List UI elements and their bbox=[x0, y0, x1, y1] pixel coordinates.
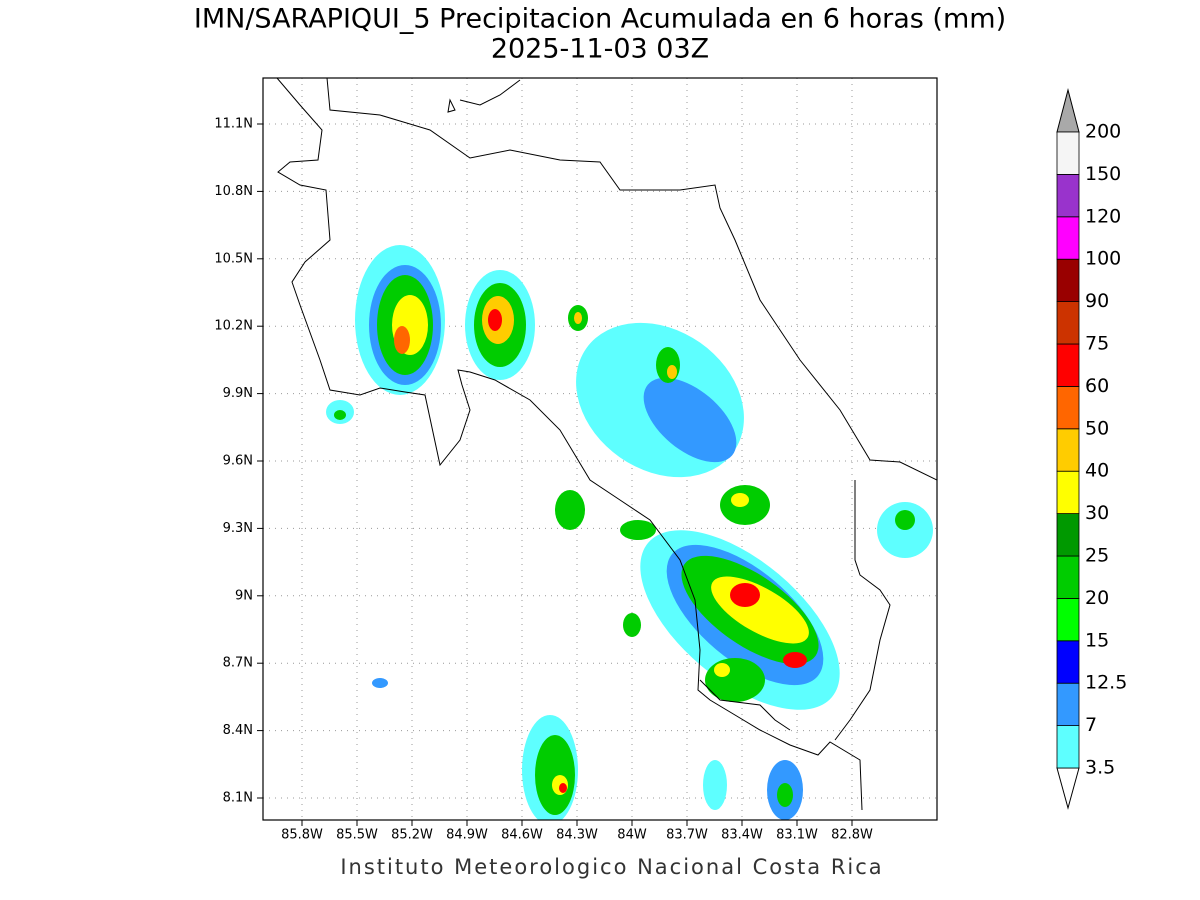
colorbar-label: 75 bbox=[1085, 333, 1109, 355]
lat-label: 8.4N bbox=[223, 723, 253, 738]
colorbar-box bbox=[1056, 682, 1080, 727]
rain-cell bbox=[372, 502, 933, 820]
lon-label: 83.7W bbox=[666, 828, 708, 843]
lat-label: 8.7N bbox=[223, 656, 253, 671]
colorbar-box bbox=[1056, 598, 1080, 642]
rain-cell bbox=[326, 245, 445, 424]
colorbar-label: 50 bbox=[1085, 417, 1109, 439]
colorbar-box bbox=[1056, 725, 1080, 769]
colorbar-box bbox=[1056, 640, 1080, 684]
colorbar: 3.5 7 12.5 15 20 25 30 40 50 60 75 90 100 120 150 200 bbox=[1056, 88, 1127, 810]
colorbar-box bbox=[1056, 216, 1080, 260]
colorbar-label: 120 bbox=[1085, 205, 1121, 227]
colorbar-under bbox=[1056, 767, 1080, 810]
colorbar-box bbox=[1056, 513, 1080, 557]
subtitle: 2025-11-03 03Z bbox=[491, 34, 709, 65]
lon-label: 84.3W bbox=[556, 828, 598, 843]
lon-label: 85.5W bbox=[336, 828, 378, 843]
colorbar-box bbox=[1056, 343, 1080, 387]
lat-label: 9.3N bbox=[223, 521, 253, 536]
rain-cell bbox=[465, 270, 535, 380]
title: IMN/SARAPIQUI_5 Precipitacion Acumulada … bbox=[194, 4, 1006, 35]
colorbar-box bbox=[1056, 258, 1080, 303]
lat-label: 11.1N bbox=[214, 117, 253, 132]
lon-label: 82.8W bbox=[831, 828, 873, 843]
colorbar-box bbox=[1056, 173, 1080, 218]
lat-label: 9.9N bbox=[223, 386, 253, 401]
colorbar-label: 30 bbox=[1085, 502, 1109, 524]
lon-label: 83.1W bbox=[776, 828, 818, 843]
colorbar-box bbox=[1056, 470, 1080, 515]
colorbar-over bbox=[1056, 88, 1080, 133]
coastline bbox=[276, 78, 937, 811]
lat-label: 9.6N bbox=[223, 454, 253, 469]
lon-label: 83.4W bbox=[721, 828, 763, 843]
colorbar-box bbox=[1056, 131, 1080, 175]
lat-label: 10.5N bbox=[214, 251, 253, 266]
colorbar-label: 3.5 bbox=[1085, 757, 1115, 779]
colorbar-label: 150 bbox=[1085, 163, 1121, 185]
lon-label: 85.8W bbox=[281, 828, 323, 843]
colorbar-label: 200 bbox=[1085, 121, 1121, 143]
map-frame bbox=[262, 77, 938, 821]
graticule: 11.1N 10.8N 10.5N 10.2N 9.9N 9.6N 9.3N 9N 8.7N 8.… bbox=[214, 78, 937, 843]
lon-label: 84.6W bbox=[501, 828, 543, 843]
colorbar-label: 40 bbox=[1085, 460, 1109, 482]
lat-label: 9N bbox=[235, 588, 253, 603]
rain-cell bbox=[568, 305, 770, 525]
colorbar-label: 90 bbox=[1085, 290, 1109, 312]
footer: Instituto Meteorologico Nacional Costa R… bbox=[340, 855, 883, 879]
colorbar-label: 25 bbox=[1085, 545, 1109, 567]
lon-label: 84W bbox=[617, 828, 647, 843]
colorbar-label: 15 bbox=[1085, 629, 1109, 651]
colorbar-box bbox=[1056, 428, 1080, 472]
precipitation-field bbox=[276, 78, 937, 820]
lon-label: 84.9W bbox=[446, 828, 488, 843]
colorbar-label: 7 bbox=[1085, 714, 1097, 736]
colorbar-label: 12.5 bbox=[1085, 672, 1127, 694]
lon-label: 85.2W bbox=[391, 828, 433, 843]
lat-label: 10.8N bbox=[214, 184, 253, 199]
colorbar-label: 60 bbox=[1085, 375, 1109, 397]
colorbar-label: 100 bbox=[1085, 248, 1121, 270]
colorbar-label: 20 bbox=[1085, 587, 1109, 609]
colorbar-box bbox=[1056, 385, 1080, 430]
lat-label: 8.1N bbox=[223, 791, 253, 806]
colorbar-box bbox=[1056, 555, 1080, 599]
rain-cell bbox=[555, 490, 840, 710]
lat-label: 10.2N bbox=[214, 319, 253, 334]
colorbar-box bbox=[1056, 301, 1080, 345]
